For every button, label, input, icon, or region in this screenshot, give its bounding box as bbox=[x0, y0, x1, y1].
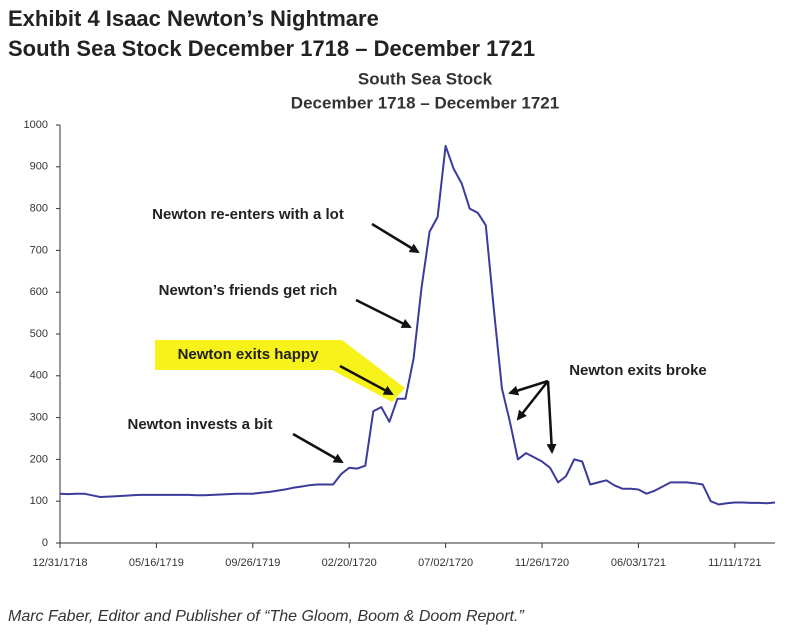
y-tick-label: 600 bbox=[30, 286, 48, 298]
y-tick-label: 100 bbox=[30, 495, 48, 507]
x-tick-label: 11/26/1720 bbox=[515, 557, 569, 569]
page-title: Exhibit 4 Isaac Newton’s Nightmare bbox=[8, 6, 379, 31]
x-tick-label: 07/02/1720 bbox=[418, 557, 473, 569]
annotation-arrow bbox=[292, 432, 344, 464]
annotation-arrow bbox=[508, 379, 549, 396]
y-tick-label: 800 bbox=[30, 203, 48, 215]
y-tick-label: 700 bbox=[30, 244, 48, 256]
y-tick-label: 1000 bbox=[24, 119, 48, 131]
y-tick-label: 200 bbox=[30, 453, 48, 465]
x-tick-label: 11/11/1721 bbox=[708, 557, 761, 569]
annotation: Newton invests a bit bbox=[127, 416, 272, 433]
x-tick-label: 05/16/1719 bbox=[129, 557, 184, 569]
annotation-arrow bbox=[516, 380, 549, 421]
price-line bbox=[59, 144, 776, 506]
annotation-arrow bbox=[371, 222, 420, 254]
annotation: Newton exits happy bbox=[178, 346, 320, 363]
annotation: Newton’s friends get rich bbox=[159, 282, 338, 299]
y-tick-label: 400 bbox=[30, 370, 48, 382]
x-tick-label: 02/20/1720 bbox=[322, 557, 377, 569]
annotation-arrow bbox=[339, 364, 394, 396]
annotation: Newton re-enters with a lot bbox=[152, 206, 344, 223]
y-tick-label: 500 bbox=[30, 328, 48, 340]
chart-title: South Sea Stock bbox=[358, 69, 493, 88]
x-tick-label: 09/26/1719 bbox=[225, 557, 280, 569]
x-tick-label: 12/31/1718 bbox=[32, 557, 87, 569]
x-tick-label: 06/03/1721 bbox=[611, 557, 666, 569]
footer: Marc Faber, Editor and Publisher of “The… bbox=[8, 608, 524, 625]
highlight bbox=[155, 340, 405, 402]
y-tick-label: 0 bbox=[42, 537, 48, 549]
page-subtitle: South Sea Stock December 1718 – December… bbox=[8, 36, 535, 61]
annotation-arrow bbox=[546, 380, 557, 454]
annotation-arrow bbox=[355, 298, 412, 329]
y-tick-label: 300 bbox=[30, 412, 48, 424]
chart-subtitle: December 1718 – December 1721 bbox=[291, 93, 559, 112]
annotation: Newton exits broke bbox=[569, 362, 707, 379]
y-tick-label: 900 bbox=[30, 161, 48, 173]
